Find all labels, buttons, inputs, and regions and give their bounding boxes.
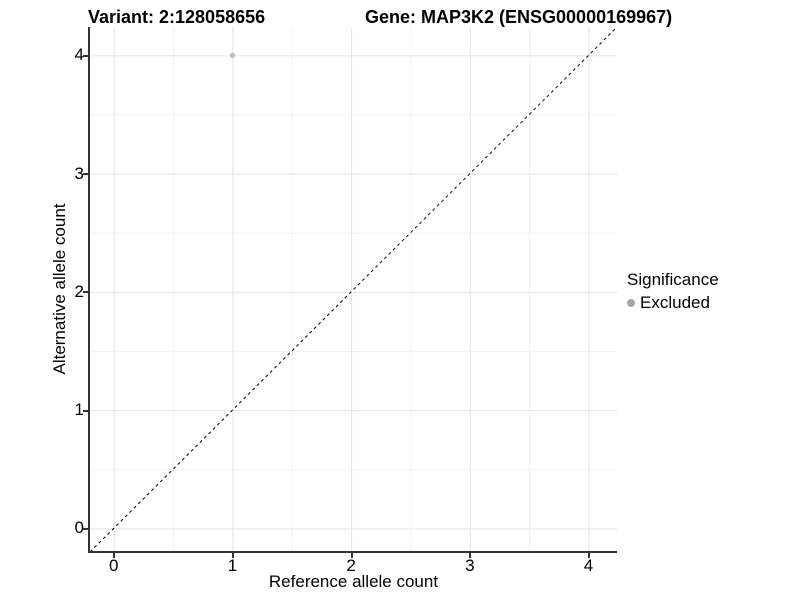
y-tick-label: 0 [74, 518, 84, 538]
y-tick-mark [83, 54, 88, 57]
x-tick-label: 2 [346, 556, 356, 575]
y-tick-mark [83, 173, 88, 176]
x-tick-mark [350, 553, 353, 558]
x-tick-mark [469, 553, 472, 558]
x-tick-label: 1 [227, 556, 238, 575]
circle-icon [627, 299, 635, 307]
x-tick-mark [231, 553, 234, 558]
y-tick-label: 3 [74, 163, 84, 183]
x-tick-mark [113, 553, 116, 558]
plot-panel [90, 27, 617, 552]
identity-line [90, 27, 617, 552]
y-axis-line [88, 27, 90, 553]
legend-title: Significance [627, 270, 719, 289]
x-axis-title: Reference allele count [268, 572, 439, 591]
x-tick-label: 0 [109, 556, 119, 575]
x-tick-label: 3 [465, 556, 475, 575]
data-point [229, 52, 236, 58]
plot-title-variant: Variant: 2:128058656 [88, 7, 266, 27]
y-tick-mark [83, 291, 88, 294]
legend: Significance Excluded [627, 270, 719, 313]
plot-title-gene: Gene: MAP3K2 (ENSG00000169967) [365, 7, 673, 27]
y-tick-mark [83, 409, 88, 412]
x-tick-label: 4 [583, 556, 594, 575]
legend-item-label: Excluded [640, 293, 710, 312]
x-axis-line [88, 551, 617, 553]
y-tick-label: 1 [74, 400, 84, 420]
y-axis-title: Alternative allele count [50, 203, 69, 375]
x-tick-mark [588, 553, 590, 558]
legend-item-excluded: Excluded [627, 293, 719, 313]
y-tick-label: 4 [74, 45, 84, 65]
y-tick-label: 2 [74, 281, 84, 301]
y-tick-mark [83, 527, 88, 530]
chart-canvas [90, 27, 617, 552]
